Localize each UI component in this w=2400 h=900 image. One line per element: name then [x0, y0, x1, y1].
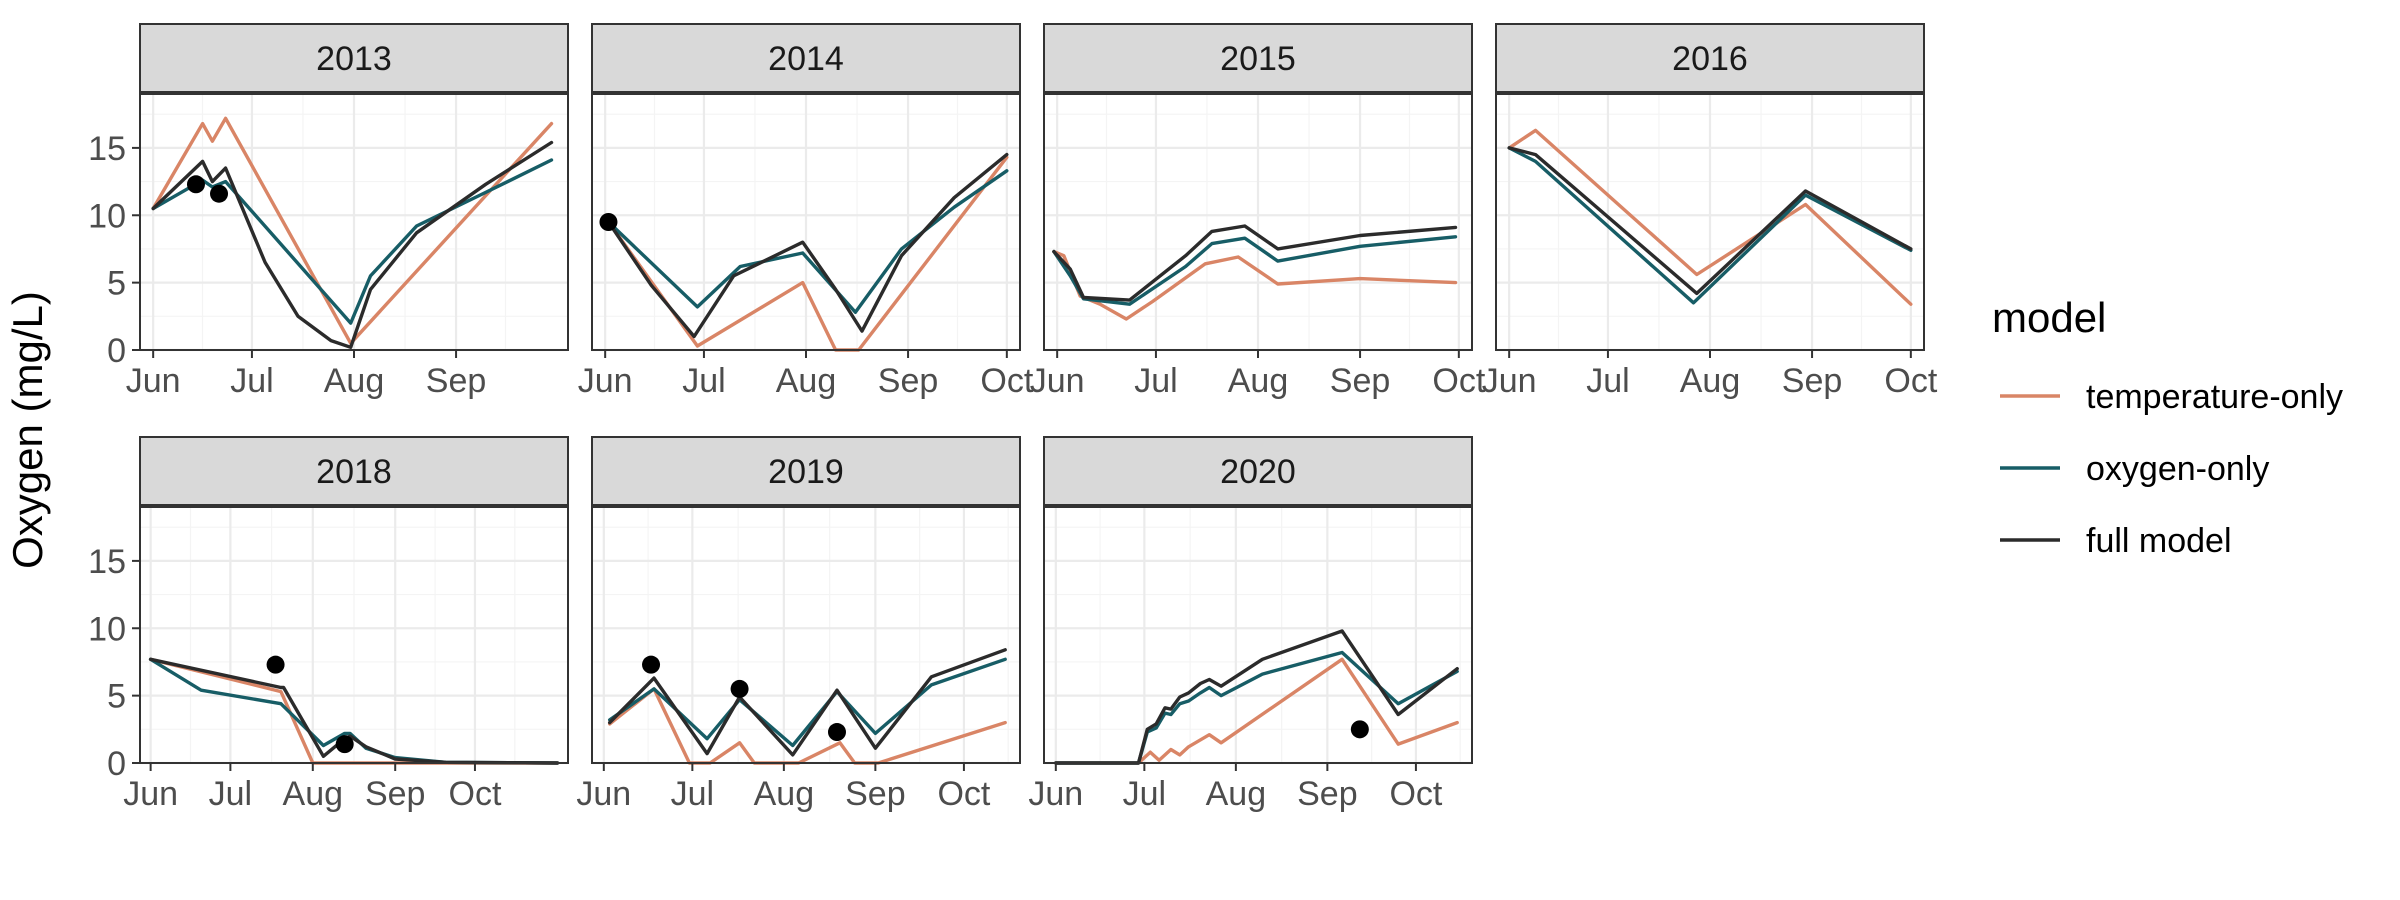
- y-tick-label: 15: [88, 130, 126, 168]
- x-tick-label: Oct: [449, 775, 502, 813]
- y-tick-label: 10: [88, 197, 126, 235]
- panel-strip: [1043, 23, 1473, 93]
- legend-label: oxygen-only: [2086, 450, 2269, 488]
- x-tick-label: Sep: [878, 362, 939, 400]
- panel-strip: [139, 23, 569, 93]
- panel-2014: 2014 Jun Jul Aug Sep Oct: [578, 23, 1034, 400]
- series-line-full-model: [151, 140, 554, 349]
- x-tick-label: Jun: [576, 775, 631, 813]
- x-tick-label: Jul: [671, 775, 714, 813]
- observation-point: [827, 723, 846, 742]
- x-tick-label: Aug: [1680, 362, 1741, 400]
- observation-point: [599, 213, 618, 231]
- legend-label: temperature-only: [2086, 378, 2343, 416]
- series-line-oxygen-only: [151, 158, 554, 325]
- panel-strip-label: 2016: [1672, 40, 1748, 78]
- x-tick-label: Sep: [426, 362, 487, 400]
- panel-strip: [1495, 23, 1925, 93]
- panel-background: [1044, 507, 1472, 763]
- series-line-full-model: [608, 648, 1007, 757]
- x-tick-label: Jun: [1030, 362, 1085, 400]
- series-line-oxygen-only: [1054, 650, 1459, 765]
- x-tick-label: Sep: [1330, 362, 1391, 400]
- panel-border: [1043, 506, 1473, 764]
- panel-border: [591, 506, 1021, 764]
- x-tick-label: Aug: [754, 775, 815, 813]
- panel-strip-label: 2020: [1220, 453, 1296, 491]
- series-line-oxygen-only: [1507, 146, 1913, 305]
- x-tick-label: Oct: [1432, 362, 1485, 400]
- observation-point: [730, 679, 749, 698]
- legend-items: temperature-only oxygen-only full model: [2000, 378, 2343, 560]
- panel-2013: 2013 0 5 10 15 Jun Jul Aug Sep: [88, 23, 569, 400]
- x-tick-label: Jun: [1482, 362, 1537, 400]
- panel-2020: 2020 Jun Jul Aug Sep Oct: [1028, 436, 1473, 813]
- x-tick-label: Aug: [283, 775, 344, 813]
- x-tick-label: Jul: [1123, 775, 1166, 813]
- observation-point: [1350, 720, 1369, 739]
- legend-title: model: [1992, 294, 2106, 341]
- x-tick-label: Aug: [324, 362, 385, 400]
- x-tick-label: Jul: [1134, 362, 1177, 400]
- series-line-temperature-only: [1054, 657, 1459, 765]
- x-tick-label: Oct: [1884, 362, 1937, 400]
- panel-strip-label: 2015: [1220, 40, 1296, 78]
- series-line-temperature-only: [151, 116, 554, 345]
- panel-strip: [1043, 436, 1473, 506]
- x-tick-label: Sep: [1297, 775, 1358, 813]
- panel-2016: 2016 Jun Jul Aug Sep Oct: [1482, 23, 1938, 400]
- panel-strip-label: 2019: [768, 453, 844, 491]
- series-line-full-model: [606, 152, 1009, 339]
- observation-point: [642, 655, 661, 674]
- observation-point: [335, 735, 354, 754]
- y-tick-label: 15: [88, 543, 126, 581]
- x-tick-label: Jun: [1028, 775, 1083, 813]
- observation-point: [186, 175, 205, 194]
- y-tick-label: 0: [107, 745, 126, 783]
- y-tick-label: 10: [88, 610, 126, 648]
- panel-strip: [139, 436, 569, 506]
- x-tick-label: Aug: [776, 362, 837, 400]
- legend: model temperature-only oxygen-only full mo…: [1992, 294, 2343, 560]
- x-tick-label: Jun: [126, 362, 181, 400]
- x-tick-label: Oct: [1389, 775, 1442, 813]
- panel-background: [592, 507, 1020, 763]
- x-tick-label: Sep: [845, 775, 906, 813]
- series-line-full-model: [1507, 146, 1913, 296]
- y-tick-label: 5: [107, 265, 126, 303]
- panel-2018: 2018 0 5 10 15 Jun Jul Aug Sep Oct: [88, 436, 569, 813]
- series-line-temperature-only: [1507, 128, 1913, 306]
- x-tick-label: Oct: [937, 775, 990, 813]
- y-tick-label: 5: [107, 678, 126, 716]
- x-tick-label: Jul: [230, 362, 273, 400]
- panel-2015: 2015 Jun Jul Aug Sep Oct: [1030, 23, 1486, 400]
- facet-panels: 2013 0 5 10 15 Jun Jul Aug Sep 2014 Jun Jul Aug Sep Oc…: [88, 23, 1938, 813]
- observation-point: [210, 184, 229, 203]
- panel-strip-label: 2014: [768, 40, 844, 78]
- x-tick-label: Jul: [1586, 362, 1629, 400]
- panel-strip-label: 2013: [316, 40, 392, 78]
- observation-point: [266, 655, 285, 674]
- x-tick-label: Jun: [123, 775, 178, 813]
- x-tick-label: Jun: [578, 362, 633, 400]
- y-axis-label: Oxygen (mg/L): [4, 291, 51, 569]
- x-tick-label: Aug: [1206, 775, 1267, 813]
- x-tick-label: Sep: [1782, 362, 1843, 400]
- legend-label: full model: [2086, 522, 2232, 560]
- panel-strip-label: 2018: [316, 453, 392, 491]
- x-tick-label: Jul: [682, 362, 725, 400]
- panel-strip: [591, 23, 1021, 93]
- panel-2019: 2019 Jun Jul Aug Sep Oct: [576, 436, 1021, 813]
- series-line-full-model: [1052, 224, 1458, 302]
- x-tick-label: Oct: [980, 362, 1033, 400]
- panel-border: [139, 506, 569, 764]
- panel-strip: [591, 436, 1021, 506]
- series-line-full-model: [1054, 629, 1459, 765]
- x-tick-label: Sep: [365, 775, 426, 813]
- x-tick-label: Aug: [1228, 362, 1289, 400]
- x-tick-label: Jul: [209, 775, 252, 813]
- y-tick-label: 0: [107, 332, 126, 370]
